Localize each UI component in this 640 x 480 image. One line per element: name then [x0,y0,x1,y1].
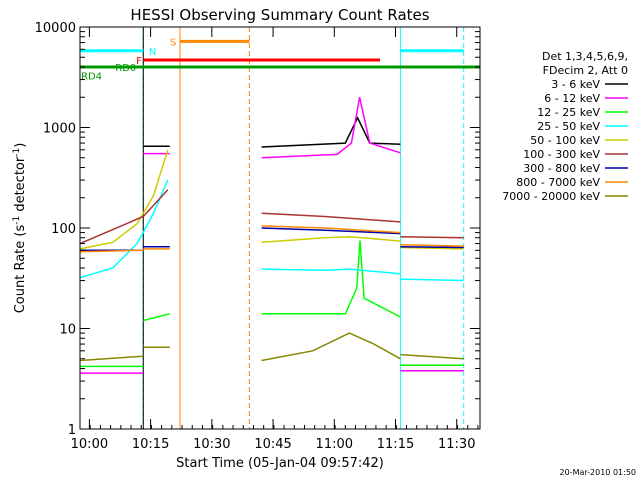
x-axis: 10:00 10:15 10:30 10:45 11:00 11:15 11:30 [71,27,479,452]
series-12-25-kev-segment-2 [143,313,170,322]
series-25-50-kev-segment-2 [261,268,401,275]
y-tick-label: 10 [59,323,76,338]
y-axis-label: Count Rate (s-1 detector-1) [12,143,28,314]
series-50-100-kev-segment-3 [400,246,464,250]
series-25-50-kev-segment-1 [79,179,169,279]
y-axis-label-main: Count Rate (s [13,225,28,314]
flag-label-s: S [170,37,176,48]
legend-label-300-800-kev: 300 - 800 keV [523,162,600,175]
y-tick-label: 100 [51,222,76,237]
series-7000-20000-kev-segment-4 [400,353,464,360]
x-tick-label: 10:30 [193,437,230,452]
flag-label-rd0: RD0 [115,63,136,74]
x-tick-label: 11:00 [316,437,353,452]
series-100-300-kev-segment-3 [400,235,464,239]
series-12-25-kev-segment-3 [261,240,401,318]
series-100-300-kev-segment-2 [261,212,401,223]
y-tick-label: 1000 [43,122,76,137]
flag-label-rd4: RD4 [81,71,102,82]
series-3-6-kev-segment-2 [261,116,401,148]
x-tick-label: 11:30 [438,437,475,452]
y-axis-label-mid: detector [13,156,28,216]
legend-label-6-12-kev: 6 - 12 keV [544,92,600,105]
legend-label-12-25-kev: 12 - 25 keV [537,106,600,119]
y-axis-label-end: ) [13,143,28,148]
legend-label-800-7000-kev: 800 - 7000 keV [516,176,600,189]
y-axis-label-sup-2: -1 [12,148,22,157]
series-50-100-kev-segment-1 [79,149,169,250]
chart-title: HESSI Observing Summary Count Rates [130,6,429,24]
y-tick-label: 1 [68,423,76,438]
series-800-7000-kev-segment-1 [79,249,144,253]
legend-label-3-6-kev: 3 - 6 keV [551,78,600,91]
y-axis-label-sup-1: -1 [12,216,22,225]
x-tick-label: 11:15 [377,437,414,452]
x-tick-label: 10:00 [71,437,108,452]
legend-label-25-50-kev: 25 - 50 keV [537,120,600,133]
series-300-800-kev-segment-3 [261,227,401,235]
flag-label-n: N [149,47,156,58]
y-tick-label: 10000 [35,21,76,36]
series-7000-20000-kev-segment-1 [79,355,144,362]
series-group [79,97,464,374]
footer-timestamp: 20-Mar-2010 01:50 [560,468,637,477]
series-800-7000-kev-segment-3 [261,225,401,234]
flag-label-f: F [136,56,142,67]
series-100-300-kev-segment-1 [79,189,169,245]
series-50-100-kev-segment-2 [261,235,401,244]
x-tick-label: 10:45 [254,437,291,452]
vertical-markers [79,27,465,429]
legend-label-100-300-kev: 100 - 300 keV [523,148,600,161]
x-tick-label: 10:15 [132,437,169,452]
series-7000-20000-kev-segment-3 [261,332,401,362]
x-axis-label: Start Time (05-Jan-04 09:57:42) [176,456,384,471]
series-300-800-kev-segment-4 [400,246,464,249]
series-6-12-kev-segment-3 [261,97,401,159]
y-axis: 1 10 100 1000 10000 [35,21,480,438]
legend: Det 1,3,4,5,6,9,FDecim 2, Att 03 - 6 keV… [502,50,628,203]
series-800-7000-kev-segment-4 [400,244,464,247]
series-25-50-kev-segment-3 [400,278,464,282]
legend-label-50-100-kev: 50 - 100 keV [530,134,600,147]
legend-header-line-2: FDecim 2, Att 0 [543,64,628,77]
legend-header-line-1: Det 1,3,4,5,6,9, [542,50,628,63]
legend-label-7000-20000-kev: 7000 - 20000 keV [502,190,600,203]
